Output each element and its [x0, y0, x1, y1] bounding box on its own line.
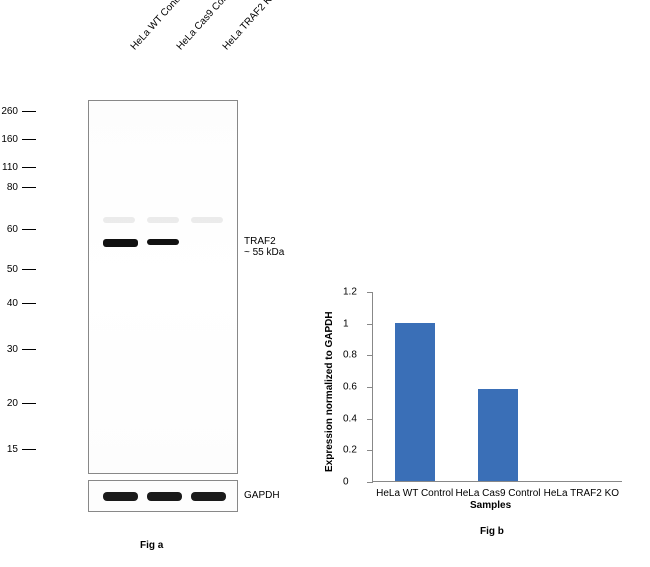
- faint-band: [147, 217, 179, 223]
- y-tick-label: 0.8: [343, 350, 357, 361]
- lane-label-text: HeLa TRAF2 KO: [221, 0, 280, 52]
- y-tick-label: 0.2: [343, 445, 357, 456]
- y-tick: [367, 292, 373, 293]
- target-label: TRAF2 ~ 55 kDa: [244, 236, 284, 258]
- gapdh-band: [103, 492, 138, 501]
- y-tick-label: 0: [343, 477, 349, 488]
- mw-marker: 30: [7, 344, 36, 355]
- mw-marker-tick: [22, 303, 36, 305]
- mw-marker-tick: [22, 449, 36, 451]
- mw-marker: 160: [1, 134, 36, 145]
- mw-marker: 50: [7, 264, 36, 275]
- fig-b-caption: Fig b: [480, 526, 504, 537]
- y-tick: [367, 450, 373, 451]
- traf2-band: [147, 239, 179, 245]
- y-tick: [367, 482, 373, 483]
- x-tick-label: HeLa WT Control: [376, 488, 453, 499]
- mw-marker-label: 80: [7, 182, 18, 193]
- y-axis-label: Expression normalized to GAPDH: [324, 311, 335, 472]
- mw-marker-label: 160: [1, 134, 18, 145]
- mw-marker-tick: [22, 269, 36, 271]
- mw-marker-label: 50: [7, 264, 18, 275]
- y-tick-label: 0.4: [343, 413, 357, 424]
- blot-membrane: [88, 100, 238, 474]
- chart-plot-area: 00.20.40.60.811.2HeLa WT ControlHeLa Cas…: [372, 292, 622, 482]
- gapdh-band: [191, 492, 226, 501]
- x-tick-label: HeLa TRAF2 KO: [544, 488, 619, 499]
- y-tick: [367, 419, 373, 420]
- fig-a-caption: Fig a: [140, 540, 163, 551]
- mw-marker-tick: [22, 229, 36, 231]
- figure-container: HeLa WT Control HeLa Cas9 Control HeLa T…: [0, 0, 650, 567]
- mw-marker: 260: [1, 106, 36, 117]
- mw-marker-tick: [22, 349, 36, 351]
- mw-marker: 80: [7, 182, 36, 193]
- mw-marker: 15: [7, 444, 36, 455]
- y-tick-label: 0.6: [343, 382, 357, 393]
- gapdh-band: [147, 492, 182, 501]
- traf2-band: [103, 239, 138, 247]
- mw-marker-tick: [22, 167, 36, 169]
- target-name: TRAF2: [244, 236, 284, 247]
- x-axis-label: Samples: [470, 500, 511, 511]
- y-tick-label: 1: [343, 318, 349, 329]
- mw-marker-label: 60: [7, 224, 18, 235]
- mw-marker: 40: [7, 298, 36, 309]
- mw-marker-label: 15: [7, 444, 18, 455]
- loading-control-label: GAPDH: [244, 490, 280, 501]
- mw-marker: 60: [7, 224, 36, 235]
- faint-band: [191, 217, 223, 223]
- loading-control-membrane: [88, 480, 238, 512]
- mw-marker-label: 20: [7, 398, 18, 409]
- y-tick-label: 1.2: [343, 287, 357, 298]
- lane-label: HeLa WT Control: [92, 0, 116, 20]
- mw-marker-tick: [22, 111, 36, 113]
- faint-band: [103, 217, 135, 223]
- mw-marker-label: 30: [7, 344, 18, 355]
- mw-marker-tick: [22, 187, 36, 189]
- y-tick: [367, 355, 373, 356]
- mw-marker-label: 40: [7, 298, 18, 309]
- mw-marker-label: 260: [1, 106, 18, 117]
- mw-marker: 20: [7, 398, 36, 409]
- mw-marker: 110: [2, 162, 36, 173]
- target-mw: ~ 55 kDa: [244, 247, 284, 258]
- mw-marker-label: 110: [2, 162, 18, 173]
- y-tick: [367, 387, 373, 388]
- x-tick-label: HeLa Cas9 Control: [455, 488, 540, 499]
- bar: [478, 389, 518, 481]
- mw-marker-tick: [22, 139, 36, 141]
- bar: [395, 323, 435, 481]
- mw-marker-tick: [22, 403, 36, 405]
- y-tick: [367, 324, 373, 325]
- bar-chart-panel: Expression normalized to GAPDH 00.20.40.…: [310, 257, 650, 537]
- western-blot-panel: HeLa WT Control HeLa Cas9 Control HeLa T…: [0, 0, 310, 557]
